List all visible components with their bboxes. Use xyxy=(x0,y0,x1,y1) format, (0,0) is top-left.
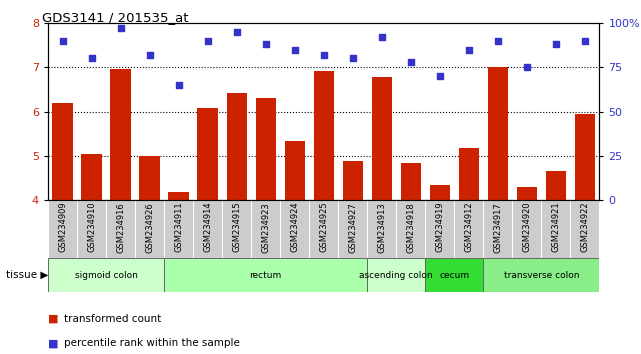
Text: sigmoid colon: sigmoid colon xyxy=(74,271,138,280)
Text: transformed count: transformed count xyxy=(64,314,162,324)
Text: GSM234924: GSM234924 xyxy=(290,202,299,252)
Point xyxy=(377,34,387,40)
Bar xyxy=(488,67,508,200)
Bar xyxy=(256,98,276,200)
Text: GSM234918: GSM234918 xyxy=(406,202,415,252)
Bar xyxy=(545,171,566,200)
Text: GSM234920: GSM234920 xyxy=(522,202,531,252)
Bar xyxy=(401,163,421,200)
Bar xyxy=(372,77,392,200)
Bar xyxy=(110,69,131,200)
Point xyxy=(463,47,474,52)
Bar xyxy=(197,108,218,200)
Point xyxy=(174,82,184,88)
Point xyxy=(319,52,329,58)
Point xyxy=(144,52,154,58)
Text: transverse colon: transverse colon xyxy=(504,271,579,280)
Text: ■: ■ xyxy=(48,314,58,324)
Point xyxy=(231,29,242,35)
Point xyxy=(290,47,300,52)
Text: cecum: cecum xyxy=(439,271,469,280)
Point xyxy=(435,73,445,79)
Text: tissue ▶: tissue ▶ xyxy=(6,270,49,280)
Bar xyxy=(517,187,537,200)
Text: GSM234926: GSM234926 xyxy=(145,202,154,252)
Text: GSM234911: GSM234911 xyxy=(174,202,183,252)
Bar xyxy=(81,154,102,200)
Bar xyxy=(169,192,189,200)
Point xyxy=(522,64,532,70)
Bar xyxy=(575,114,595,200)
Text: GSM234909: GSM234909 xyxy=(58,202,67,252)
Text: GSM234925: GSM234925 xyxy=(319,202,328,252)
Bar xyxy=(483,258,599,292)
Text: percentile rank within the sample: percentile rank within the sample xyxy=(64,338,240,348)
Point xyxy=(58,38,68,44)
Point xyxy=(551,41,561,47)
Point xyxy=(493,38,503,44)
Point xyxy=(87,56,97,61)
Text: GSM234919: GSM234919 xyxy=(435,202,444,252)
Text: GSM234910: GSM234910 xyxy=(87,202,96,252)
Bar xyxy=(53,103,72,200)
Text: GSM234914: GSM234914 xyxy=(203,202,212,252)
Bar xyxy=(313,71,334,200)
Point xyxy=(115,25,126,31)
Bar xyxy=(285,141,305,200)
Bar xyxy=(342,161,363,200)
Text: GSM234913: GSM234913 xyxy=(378,202,387,252)
Bar xyxy=(164,258,367,292)
Text: rectum: rectum xyxy=(249,271,282,280)
Bar xyxy=(48,258,164,292)
Text: ■: ■ xyxy=(48,338,58,348)
Text: GSM234917: GSM234917 xyxy=(494,202,503,252)
Point xyxy=(579,38,590,44)
Text: GSM234922: GSM234922 xyxy=(580,202,589,252)
Text: GDS3141 / 201535_at: GDS3141 / 201535_at xyxy=(42,11,188,24)
Bar xyxy=(429,184,450,200)
Point xyxy=(406,59,416,65)
Text: ascending colon: ascending colon xyxy=(360,271,433,280)
Text: GSM234916: GSM234916 xyxy=(116,202,125,252)
Bar xyxy=(425,258,483,292)
Bar xyxy=(226,93,247,200)
Point xyxy=(203,38,213,44)
Bar xyxy=(140,156,160,200)
Text: GSM234915: GSM234915 xyxy=(232,202,241,252)
Text: GSM234912: GSM234912 xyxy=(464,202,473,252)
Point xyxy=(260,41,271,47)
Text: GSM234927: GSM234927 xyxy=(348,202,357,252)
Bar xyxy=(458,148,479,200)
Text: GSM234921: GSM234921 xyxy=(551,202,560,252)
Text: GSM234923: GSM234923 xyxy=(261,202,270,252)
Point xyxy=(347,56,358,61)
Bar xyxy=(367,258,425,292)
